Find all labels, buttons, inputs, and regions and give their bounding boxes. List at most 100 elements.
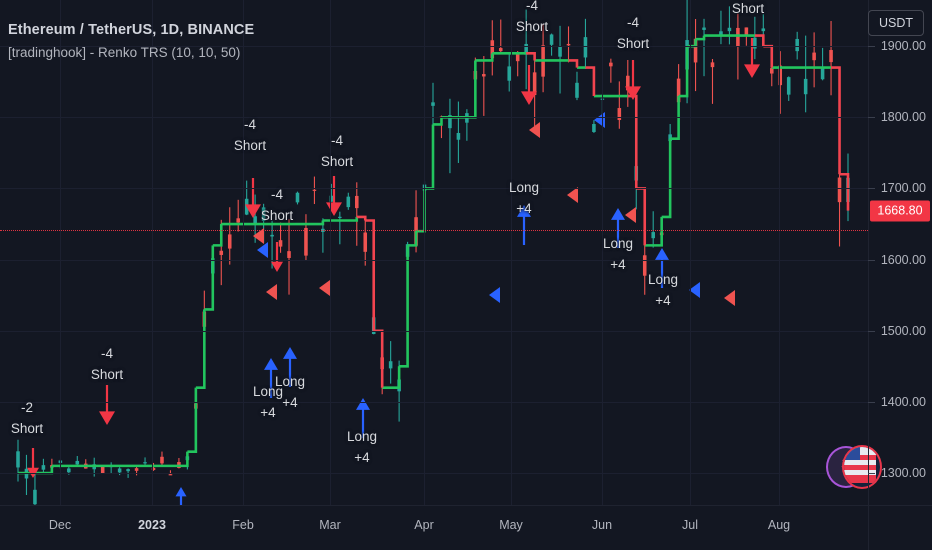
candle-body [490,40,495,59]
candle-body [33,489,37,505]
candle-body [786,77,791,95]
signal-delta: +4 [610,256,626,272]
signal-label-long-3: Long +4 [347,427,377,469]
trend-flip-marker-short [529,122,540,138]
candle-body [346,196,351,208]
price-axis-tick-mark [868,472,875,474]
candle-body [753,37,757,49]
candle-body [219,250,224,255]
vertical-gridline [330,0,331,505]
signal-qty: -4 [243,117,256,132]
candle-body [143,462,147,464]
short-arrow-head [625,86,641,100]
candle-body [151,467,156,471]
signal-side: Short [515,18,549,34]
vertical-gridline [779,0,780,505]
signal-side: Long [508,180,540,195]
chart-plot-area[interactable] [0,0,868,505]
long-arrow-head [264,358,278,370]
time-axis-tick: Jun [591,518,613,532]
time-axis[interactable]: Dec 2023 Feb Mar Apr May Jun Jul Aug [0,505,868,550]
horizontal-gridline [0,401,868,403]
candle-body [575,82,579,98]
long-arrow-head [655,248,669,260]
long-arrow-head [517,205,531,217]
signal-label-long-6: Long +4 [648,270,678,312]
candle-body [507,66,512,81]
candle-body [100,466,105,474]
short-arrow-head [521,91,537,105]
horizontal-gridline [0,472,868,474]
vertical-gridline [152,0,153,505]
trend-flip-marker-short [567,187,578,203]
candle-body [295,192,300,203]
signal-side: Short [233,137,267,153]
signal-delta: +4 [282,394,298,410]
time-axis-tick: Feb [232,518,254,532]
candle-body [304,227,308,256]
candle-body [736,27,740,47]
candle-body [820,68,825,80]
candle-body [609,62,613,67]
candle-body [160,456,164,464]
candle-body [668,134,672,142]
horizontal-gridline [0,117,868,119]
trend-flip-marker-short [266,284,277,300]
candle-body [41,465,46,470]
candle-body [354,195,359,209]
trend-flip-marker-short [724,290,735,306]
signal-label-short-5: -4 Short [321,131,353,173]
price-axis[interactable]: USDT 1900.00 1800.00 1700.00 1600.00 1500.00… [867,0,932,505]
candle-body [676,78,681,103]
candle-body [431,102,435,106]
candle-body [837,177,842,203]
signal-label-short-6: -4 Short [516,0,548,38]
candle-body [803,78,808,95]
candle-body [558,46,562,57]
currency-unit-chip[interactable]: USDT [867,10,924,36]
candle-body [236,218,240,223]
candle-body [448,115,452,129]
signal-label-short-7: -4 Short [617,13,649,55]
signal-side: Short [10,420,44,436]
time-axis-tick: Jul [682,518,698,532]
candle-body [338,216,342,218]
candle-body [261,207,266,221]
signal-label-short-2: -4 Short [91,344,123,386]
signal-delta: +4 [260,404,276,420]
price-axis-divider [868,0,869,550]
signal-side: Long [602,236,634,251]
candle-body [617,108,622,121]
price-series-canvas [16,0,850,505]
candle-body [532,72,537,96]
signal-side: Short [260,207,294,223]
vertical-gridline [602,0,603,505]
current-price-line [0,230,868,231]
horizontal-gridline [0,259,868,261]
candle-body [498,48,503,52]
candle-body [278,240,283,247]
trend-flip-marker-short [625,207,636,223]
candle-body [168,474,173,476]
signal-delta: +4 [516,200,532,216]
signal-side: Short [731,1,765,16]
time-axis-tick: Apr [414,518,434,532]
trend-flip-marker-long [489,287,500,303]
price-axis-tick: 1700.00 [880,181,926,196]
candle-body [727,27,732,32]
trend-flip-marker-short [253,228,264,244]
short-arrow-head [99,411,115,425]
candle-body [710,62,715,68]
candle-body [75,460,80,465]
short-arrow-head [744,64,760,78]
current-price-badge[interactable]: 1668.80 [870,200,930,222]
candle-body [693,38,698,63]
signal-side: Long [647,272,679,287]
price-axis-tick: 1400.00 [880,394,926,409]
candle-body [253,216,257,224]
candle-body [795,38,799,52]
signal-delta: +4 [354,449,370,465]
candle-body [287,251,291,258]
signal-label-short-4: -4 Short [261,185,293,227]
signal-qty: -4 [330,133,343,148]
